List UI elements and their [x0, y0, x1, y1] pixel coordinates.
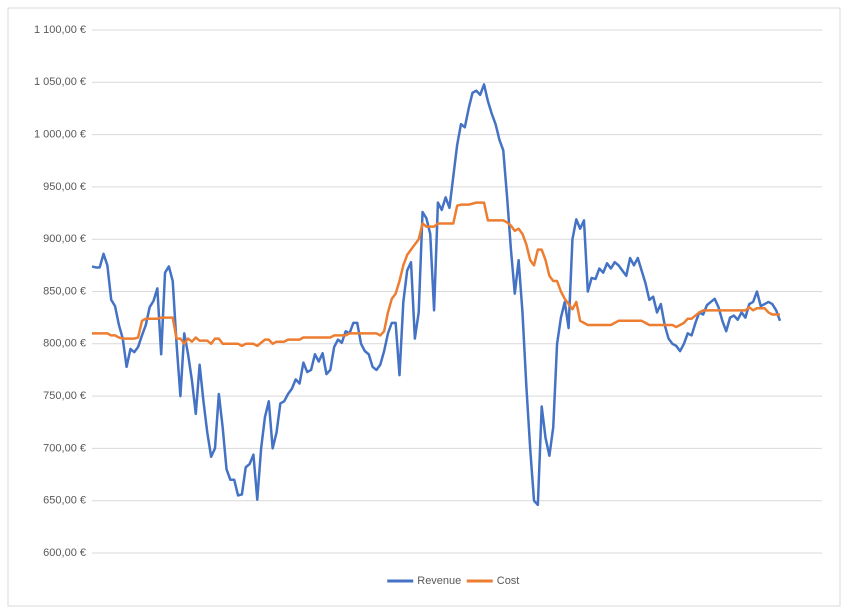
legend-label: Revenue	[417, 575, 461, 587]
y-tick-label: 950,00 €	[43, 181, 86, 193]
y-tick-label: 800,00 €	[43, 338, 86, 350]
series-line	[92, 201, 780, 348]
legend-label: Cost	[497, 575, 520, 587]
y-tick-label: 700,00 €	[43, 442, 86, 454]
series-line	[91, 83, 782, 507]
y-tick-label: 750,00 €	[43, 390, 86, 402]
y-tick-label: 650,00 €	[43, 495, 86, 507]
y-tick-label: 1 000,00 €	[34, 129, 86, 141]
y-tick-label: 900,00 €	[43, 233, 86, 245]
y-tick-label: 600,00 €	[43, 547, 86, 559]
y-tick-label: 850,00 €	[43, 285, 86, 297]
y-tick-label: 1 100,00 €	[34, 24, 86, 36]
y-tick-label: 1 050,00 €	[34, 76, 86, 88]
chart-frame	[7, 7, 841, 607]
